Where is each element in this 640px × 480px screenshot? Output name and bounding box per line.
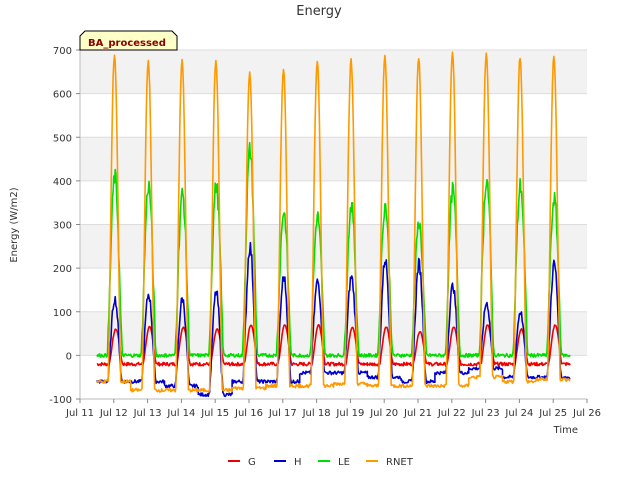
x-tick-label: Jul 20: [369, 408, 398, 419]
y-tick-label: 0: [66, 351, 72, 362]
x-tick-label: Jul 24: [504, 408, 533, 419]
x-tick-label: Jul 11: [65, 408, 94, 419]
y-tick-label: 400: [53, 177, 72, 188]
grid-band: [80, 224, 587, 269]
legend-item-rnet: RNET: [366, 457, 414, 468]
badge-label: BA_processed: [88, 38, 166, 49]
x-tick-label: Jul 14: [166, 408, 195, 419]
legend-label: RNET: [386, 457, 414, 468]
y-tick-label: 300: [53, 221, 72, 232]
legend-item-g: G: [228, 457, 256, 468]
x-tick-label: Jul 23: [471, 408, 500, 419]
x-tick-label: Jul 15: [200, 408, 229, 419]
y-tick-label: 200: [53, 264, 72, 275]
grid-band: [80, 50, 587, 94]
x-tick-label: Jul 12: [99, 408, 128, 419]
x-tick-label: Jul 19: [335, 408, 364, 419]
dataset-badge: BA_processed: [79, 30, 178, 51]
y-tick-label: 500: [53, 133, 72, 144]
x-tick-label: Jul 21: [403, 408, 432, 419]
y-tick-label: 100: [53, 308, 72, 319]
legend-item-le: LE: [318, 457, 350, 468]
x-tick-label: Jul 25: [538, 408, 567, 419]
x-tick-label: Jul 26: [572, 408, 601, 419]
legend-label: G: [248, 457, 256, 468]
legend-label: LE: [338, 457, 350, 468]
y-axis-ticks: -100 0 100 200 300 400 500 600 700: [49, 46, 80, 406]
x-tick-label: Jul 18: [302, 408, 331, 419]
legend-item-h: H: [274, 457, 302, 468]
x-axis-label: Time: [553, 425, 578, 436]
legend: G H LE RNET: [228, 457, 414, 468]
x-tick-label: Jul 16: [234, 408, 263, 419]
grid-band: [80, 311, 587, 356]
badge-box: [79, 30, 178, 51]
y-tick-label: 600: [53, 90, 72, 101]
x-tick-label: Jul 17: [268, 408, 297, 419]
x-tick-label: Jul 13: [133, 408, 162, 419]
x-axis-ticks: Jul 11 Jul 12 Jul 13 Jul 14 Jul 15 Jul 16 Jul …: [65, 399, 601, 419]
grid-bands: [80, 50, 587, 356]
x-tick-label: Jul 22: [437, 408, 466, 419]
y-axis-label: Energy (W/m2): [9, 187, 20, 262]
plot-area: [79, 49, 587, 400]
legend-label: H: [294, 457, 302, 468]
y-tick-label: 700: [53, 46, 72, 57]
y-tick-label: -100: [49, 395, 72, 406]
series-lines: [96, 51, 571, 398]
chart-title: Energy: [296, 4, 342, 19]
series-line-rnet: [96, 51, 571, 393]
grid-band: [80, 137, 587, 181]
